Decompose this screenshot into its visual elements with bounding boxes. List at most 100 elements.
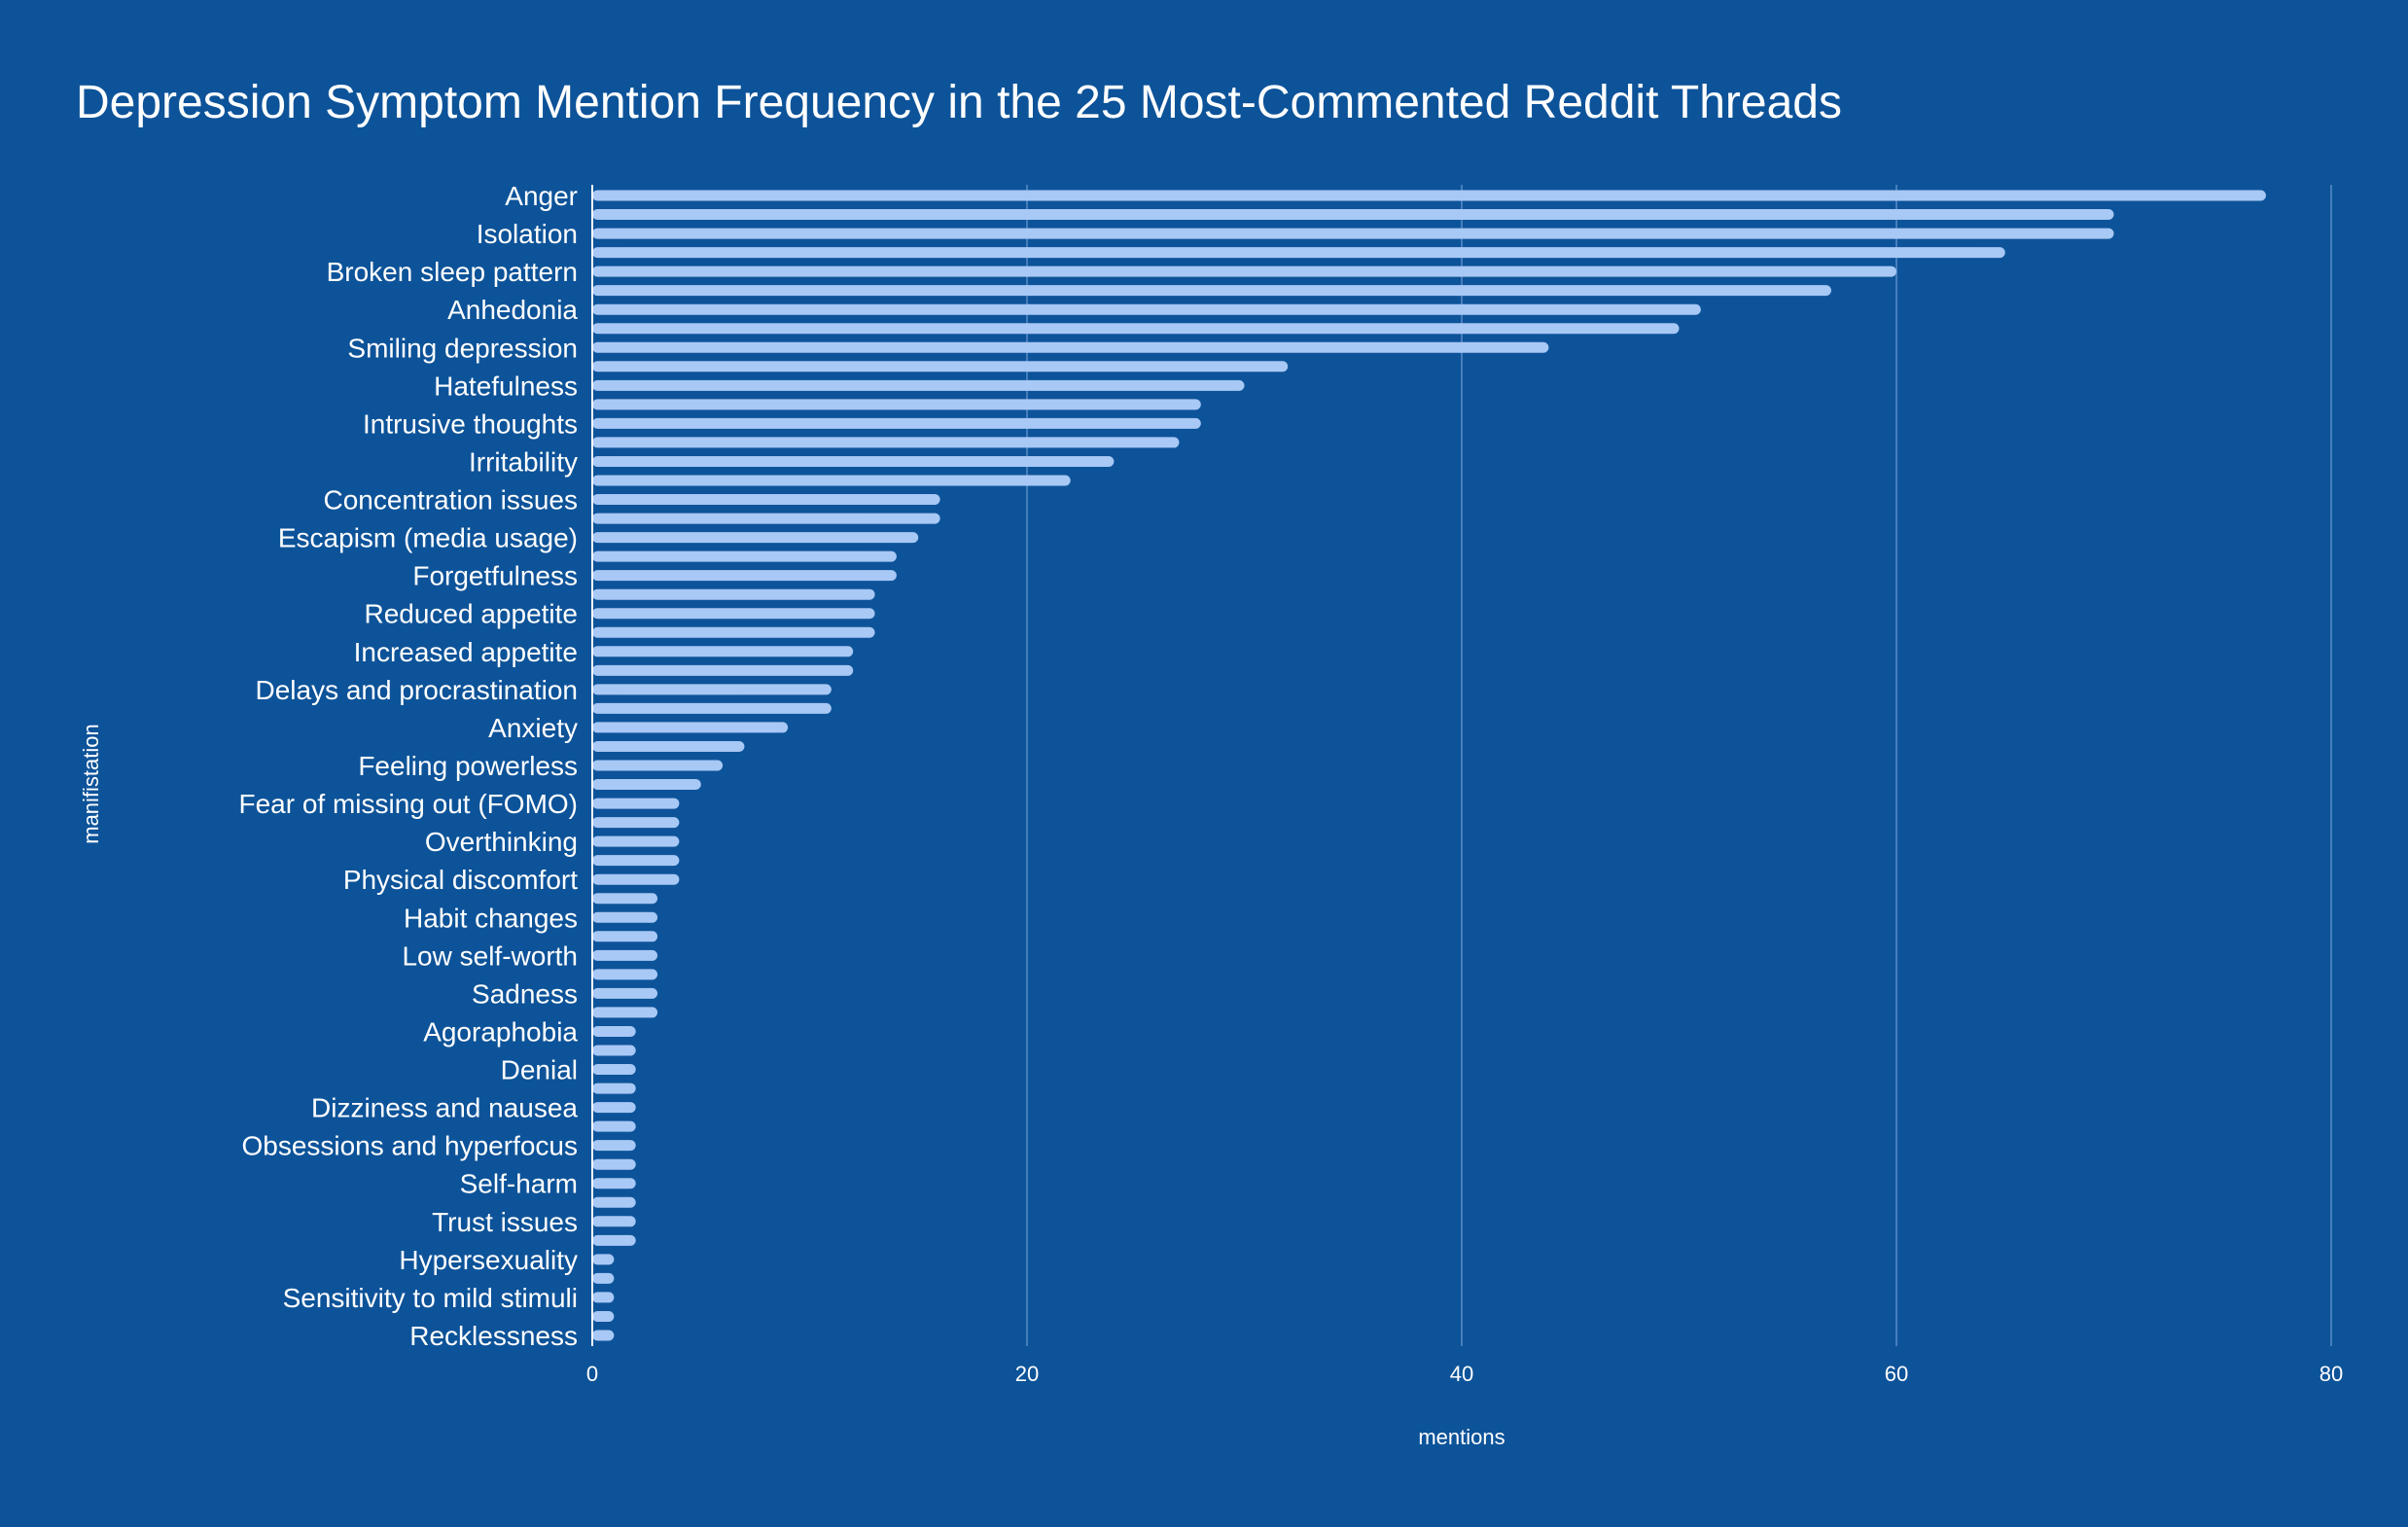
bar	[592, 323, 1680, 335]
bar	[592, 835, 680, 847]
bar	[592, 722, 789, 733]
bar	[592, 664, 854, 676]
bar	[592, 494, 940, 506]
bar	[592, 475, 1071, 486]
bar	[592, 247, 2005, 259]
bar	[592, 1140, 636, 1152]
bar	[592, 1102, 636, 1114]
category-label: Smiling depression	[347, 333, 578, 363]
category-label: Forgetfulness	[412, 561, 578, 591]
bar	[592, 1158, 636, 1170]
bar	[592, 1178, 636, 1190]
bar	[592, 1292, 615, 1303]
bar	[592, 646, 854, 657]
bar	[592, 1083, 636, 1094]
x-tick-label: 20	[1015, 1362, 1039, 1386]
category-label: Recklessness	[409, 1321, 578, 1351]
bar	[592, 513, 940, 524]
category-label: Agoraphobia	[423, 1016, 578, 1047]
category-label: Anxiety	[488, 713, 578, 743]
x-tick-labels: 0 20 40 60 80	[586, 1362, 2343, 1386]
bar	[592, 1120, 636, 1132]
category-label: Obsessions and hyperfocus	[241, 1131, 578, 1161]
bar	[592, 1007, 658, 1018]
bar	[592, 1254, 615, 1265]
bar	[592, 399, 1201, 410]
bar	[592, 550, 897, 562]
bar	[592, 588, 875, 600]
bar	[592, 379, 1245, 391]
bar	[592, 684, 832, 695]
bar	[592, 1234, 636, 1246]
category-label: Isolation	[477, 219, 578, 249]
bar	[592, 303, 1701, 315]
category-label: Denial	[501, 1055, 578, 1085]
category-label: Delays and procrastination	[255, 675, 578, 705]
bar	[592, 455, 1115, 467]
bar	[592, 626, 875, 638]
bar	[592, 532, 919, 544]
bar	[592, 911, 658, 923]
y-axis-title: manifistation	[79, 724, 103, 844]
x-tick-label: 0	[586, 1362, 598, 1386]
category-label: Trust issues	[432, 1207, 578, 1237]
bar	[592, 266, 1896, 277]
category-label: Anhedonia	[447, 295, 578, 325]
bar	[592, 949, 658, 961]
bars	[592, 190, 2266, 1341]
bar	[592, 437, 1180, 448]
bar	[592, 608, 875, 620]
bar	[592, 228, 2114, 239]
category-label: Physical discomfort	[343, 865, 578, 895]
bar	[592, 1330, 615, 1341]
category-label: Sensitivity to mild stimuli	[283, 1283, 578, 1313]
bar	[592, 893, 658, 905]
x-axis-title: mentions	[1418, 1425, 1505, 1449]
category-label: Broken sleep pattern	[327, 257, 578, 287]
category-label: Hypersexuality	[399, 1245, 578, 1275]
category-label: Increased appetite	[354, 637, 578, 667]
bar	[592, 417, 1201, 429]
bar	[592, 931, 658, 942]
bar	[592, 285, 1831, 297]
bar	[592, 341, 1549, 353]
category-label: Reduced appetite	[364, 599, 578, 629]
bar	[592, 570, 897, 582]
bar	[592, 190, 2266, 201]
bar	[592, 987, 658, 999]
bar	[592, 740, 745, 752]
bar	[592, 873, 680, 885]
bar	[592, 702, 832, 714]
category-label: Habit changes	[404, 903, 578, 933]
category-label: Dizziness and nausea	[311, 1093, 578, 1123]
bar	[592, 1025, 636, 1037]
category-label: Intrusive thoughts	[363, 408, 578, 439]
category-label: Concentration issues	[324, 485, 578, 515]
x-tick-label: 40	[1450, 1362, 1473, 1386]
bar	[592, 1045, 636, 1056]
category-label: Fear of missing out (FOMO)	[238, 789, 578, 819]
x-tick-label: 80	[2319, 1362, 2343, 1386]
bar	[592, 760, 724, 771]
category-label: Self-harm	[460, 1169, 578, 1199]
x-tick-label: 60	[1885, 1362, 1908, 1386]
category-labels: Anger Isolation Broken sleep pattern Anhedo…	[238, 181, 578, 1351]
bar	[592, 779, 701, 791]
category-label: Hatefulness	[434, 371, 578, 401]
bar	[592, 209, 2114, 221]
bar	[592, 855, 680, 867]
category-label: Escapism (media usage)	[278, 523, 578, 553]
bar	[592, 1196, 636, 1208]
grid-lines	[1026, 185, 2332, 1346]
chart-title: Depression Symptom Mention Frequency in …	[76, 77, 1842, 128]
category-label: Sadness	[472, 978, 578, 1009]
bar	[592, 1272, 615, 1284]
category-label: Overthinking	[425, 827, 578, 857]
category-label: Feeling powerless	[358, 751, 578, 781]
bar	[592, 798, 680, 809]
bar	[592, 969, 658, 980]
category-label: Irritability	[469, 446, 578, 477]
category-label: Low self-worth	[402, 941, 578, 971]
